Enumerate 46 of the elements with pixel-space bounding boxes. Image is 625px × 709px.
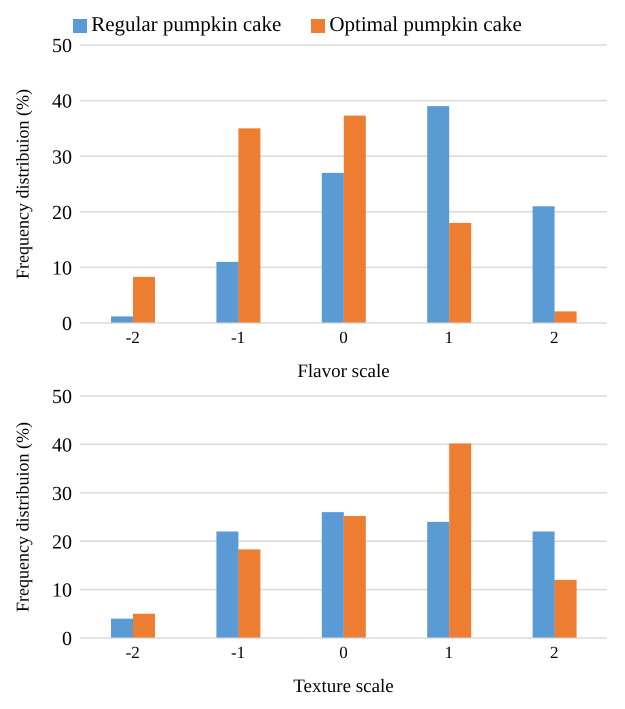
bar <box>554 580 577 638</box>
x-tick-label: -2 <box>126 328 140 348</box>
bar <box>344 116 366 323</box>
bar <box>322 512 344 638</box>
y-tick-label: 30 <box>52 482 72 505</box>
x-axis-title: Flavor scale <box>297 361 390 382</box>
x-tick-label: 1 <box>444 328 454 348</box>
y-tick-label: 10 <box>52 580 72 602</box>
x-tick-label: -2 <box>126 643 140 662</box>
legend-label: Optimal pumpkin cake <box>329 12 522 36</box>
bar <box>532 532 555 638</box>
bar <box>344 516 366 638</box>
bar <box>216 262 238 323</box>
y-tick-label: 20 <box>52 531 72 554</box>
y-tick-label: 40 <box>52 90 72 113</box>
bar <box>238 128 260 323</box>
x-tick-label: 0 <box>339 643 348 662</box>
bar <box>427 106 450 323</box>
bar <box>449 222 472 323</box>
bar <box>133 614 155 638</box>
legend-label: Regular pumpkin cake <box>91 12 282 36</box>
x-tick-label: 2 <box>550 328 559 348</box>
bar <box>449 443 472 638</box>
bar <box>238 549 260 638</box>
y-tick-label: 40 <box>52 434 72 456</box>
bar <box>322 172 344 323</box>
y-axis-title: Frequency distribuion (%) <box>12 89 32 279</box>
bar <box>216 532 238 638</box>
bar <box>133 276 155 323</box>
bar <box>111 316 133 323</box>
bar <box>111 618 133 638</box>
x-tick-label: 1 <box>444 643 454 662</box>
x-axis-title: Texture scale <box>293 676 394 697</box>
x-tick-label: -1 <box>231 328 246 348</box>
y-tick-label: 50 <box>52 386 72 408</box>
bar <box>532 206 555 323</box>
y-tick-label: 20 <box>52 202 72 224</box>
y-tick-label: 10 <box>52 258 72 280</box>
y-tick-label: 50 <box>52 35 72 58</box>
x-tick-label: -1 <box>231 643 246 662</box>
y-axis-title: Frequency distribuion (%) <box>12 422 32 612</box>
x-tick-label: 2 <box>550 643 559 662</box>
y-tick-label: 30 <box>52 146 72 168</box>
x-tick-label: 0 <box>339 328 348 348</box>
bar <box>554 311 577 323</box>
bar <box>427 522 450 638</box>
